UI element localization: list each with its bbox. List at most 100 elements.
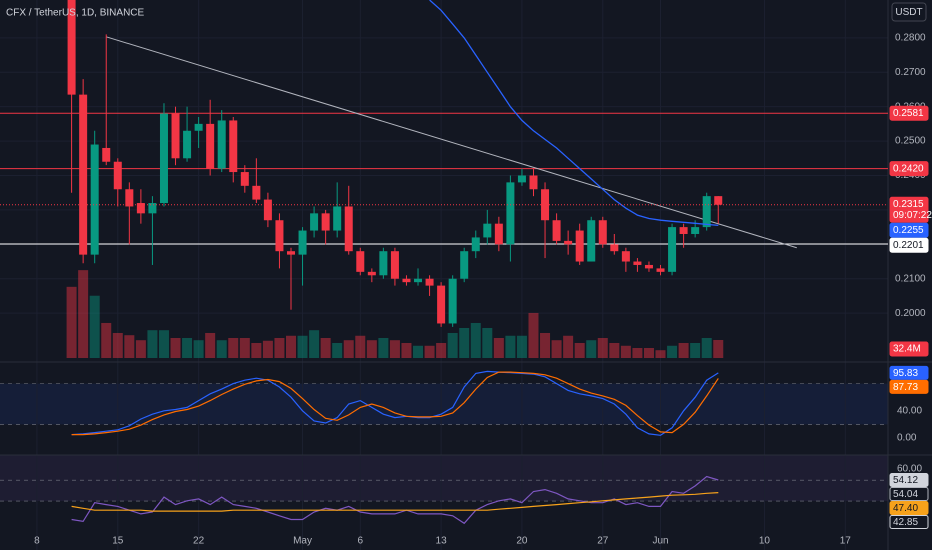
badge-text: 0.2420 (893, 163, 924, 174)
price-badge (889, 515, 929, 530)
y-tick-label: 0.2100 (895, 273, 926, 284)
y-tick-label: 60.00 (897, 464, 922, 475)
candle-body (494, 223, 503, 245)
volume-bar (701, 337, 712, 358)
candle-body (217, 120, 226, 169)
candle-body (252, 185, 261, 200)
candle-body (633, 261, 642, 265)
candle-body (460, 251, 469, 279)
candle-body (321, 213, 330, 231)
candle-body (402, 278, 411, 283)
y-tick-label: 0.2500 (895, 136, 926, 147)
candle-body (425, 278, 434, 286)
candle-body (448, 278, 457, 324)
y-tick-label: 0.2700 (895, 67, 926, 78)
badge-text: 09:07:22 (893, 210, 932, 221)
price-badge (889, 341, 929, 357)
stoch-line (71, 370, 719, 436)
volume-bar (228, 337, 239, 358)
volume-bar (182, 337, 193, 358)
price-badge (889, 161, 929, 177)
volume-bar (643, 347, 654, 358)
volume-bar (563, 335, 574, 358)
volume-bar (332, 342, 343, 358)
candle-body (90, 144, 99, 255)
volume-bar (655, 350, 666, 358)
volume-bar (193, 340, 204, 358)
volume-bar (413, 345, 424, 358)
candle-body (356, 251, 365, 272)
x-tick-label: 6 (357, 536, 363, 547)
candle-body (610, 244, 619, 252)
candle-body (679, 227, 688, 234)
volume-bar (528, 312, 539, 358)
badge-text: 87.73 (893, 382, 918, 393)
candle-body (379, 251, 388, 276)
price-badge (889, 222, 929, 238)
volume-bar (389, 340, 400, 358)
volume-bar (690, 342, 701, 358)
badge-text: 32.4M (893, 344, 921, 355)
price-badge (889, 487, 929, 502)
volume-bar (355, 335, 366, 358)
candle-body (275, 220, 284, 252)
candle-body (517, 175, 526, 183)
candle-body (598, 220, 607, 245)
badge-text: 54.04 (893, 489, 918, 500)
volume-bar (320, 337, 331, 358)
y-tick-label: 0.2000 (895, 308, 926, 319)
badge-text: 0.2255 (893, 225, 924, 236)
price-badge (889, 105, 929, 121)
volume-bar (574, 342, 585, 358)
stoch-line (71, 371, 719, 436)
currency-box[interactable] (891, 2, 927, 22)
candle-body (483, 223, 492, 238)
volume-bar (505, 335, 516, 358)
volume-bar (378, 337, 389, 358)
candle-body (668, 227, 677, 272)
volume-bar (112, 332, 123, 358)
x-tick-label: 15 (112, 536, 124, 547)
candle-body (587, 220, 596, 262)
candle-body (529, 175, 538, 190)
candle-body (171, 113, 180, 159)
candle-body (656, 268, 665, 272)
volume-bar (401, 342, 412, 358)
volume-bar (516, 335, 527, 358)
volume-bar (239, 337, 250, 358)
x-tick-label: 27 (597, 536, 609, 547)
badge-text: 95.83 (893, 368, 918, 379)
volume-bar (597, 337, 608, 358)
candle-body (564, 240, 573, 245)
candle-body (240, 172, 249, 186)
price-badge (889, 379, 929, 394)
volume-bar (124, 335, 135, 358)
candle-body (113, 161, 122, 190)
badge-text: 54.12 (893, 475, 918, 486)
volume-bar (343, 340, 354, 358)
candle-body (344, 206, 353, 252)
volume-bar (170, 337, 181, 358)
rsi-band (0, 455, 888, 502)
badge-text: 0.2581 (893, 108, 924, 119)
x-tick-label: 13 (436, 536, 448, 547)
volume-bar (551, 340, 562, 358)
candle-body (691, 227, 700, 234)
volume-bar (678, 342, 689, 358)
candle-body (263, 199, 272, 221)
currency[interactable]: USDT (895, 7, 922, 18)
y-tick-label: 40.00 (897, 405, 922, 416)
volume-bar (205, 332, 216, 358)
volume-bar (632, 347, 643, 358)
candle-body (714, 196, 723, 205)
candle-body (194, 123, 203, 131)
candle-body (390, 251, 399, 279)
x-tick-label: 20 (516, 536, 528, 547)
candle-body (148, 203, 157, 214)
x-tick-label: 8 (34, 536, 40, 547)
candle-body (575, 230, 584, 262)
candle-body (437, 285, 446, 324)
volume-bar (366, 340, 377, 358)
x-tick-label: Jun (652, 536, 668, 547)
candle-body (367, 271, 376, 276)
